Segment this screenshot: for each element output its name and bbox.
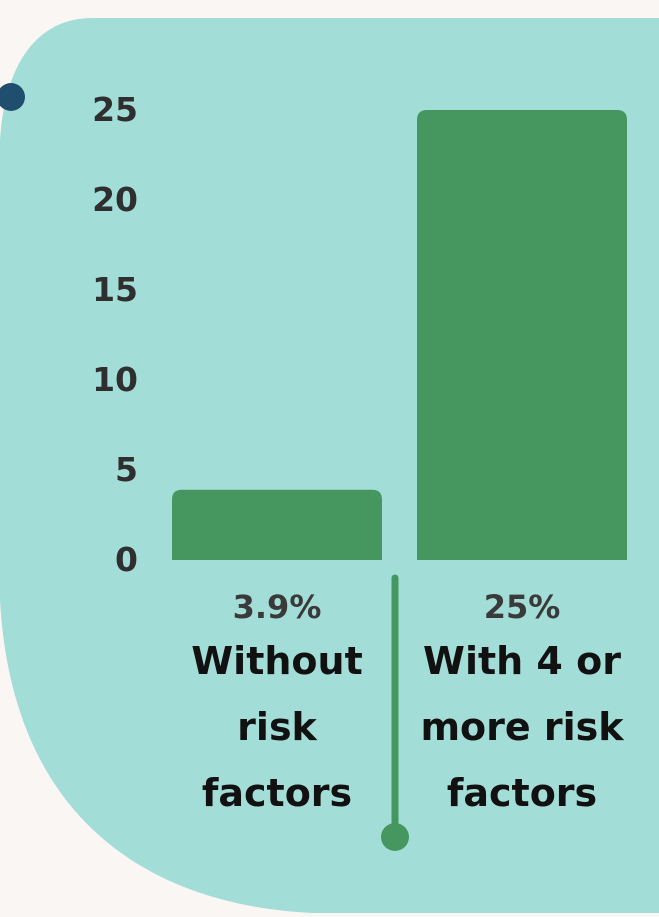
category-label: With 4 or more risk factors <box>420 639 624 815</box>
y-tick-label: 0 <box>115 540 138 579</box>
y-tick-label: 5 <box>115 450 138 489</box>
bullet-dot-icon <box>0 83 25 111</box>
bars-group <box>172 110 627 560</box>
bar-0 <box>172 489 382 560</box>
y-tick-label: 10 <box>92 360 138 399</box>
y-tick-label: 25 <box>92 90 138 129</box>
category-label: Without risk factors <box>191 639 363 815</box>
value-label: 3.9% <box>232 588 322 626</box>
y-tick-label: 15 <box>92 270 138 309</box>
y-tick-label: 20 <box>92 180 138 219</box>
value-label: 25% <box>483 588 561 626</box>
bar-1 <box>417 110 627 560</box>
divider-end-dot-icon <box>381 823 409 851</box>
